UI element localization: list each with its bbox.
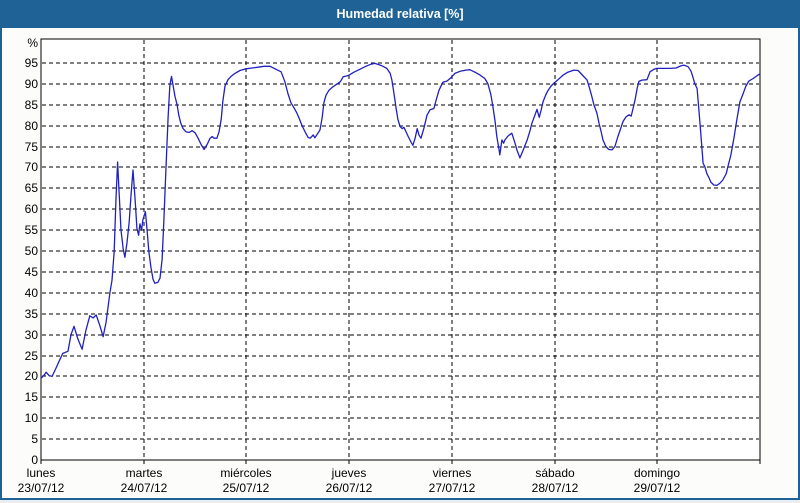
y-tick-label: 0 — [31, 453, 38, 467]
y-tick-labels: % 0 5 10 15 20 25 30 35 40 45 50 55 60 65 70 75 80 85 90 95 — [25, 36, 39, 467]
day-date-label: 28/07/12 — [532, 481, 579, 495]
y-tick-label: 75 — [25, 140, 39, 154]
gridlines — [42, 40, 759, 459]
y-tick-label: 65 — [25, 181, 39, 195]
y-tick-label: 15 — [25, 390, 39, 404]
y-tick-label: 20 — [25, 369, 39, 383]
y-tick-label: 25 — [25, 349, 39, 363]
series-line-humidity — [40, 62, 760, 380]
y-tick-label: 30 — [25, 328, 39, 342]
day-name-label: domingo — [634, 466, 680, 480]
day-name-label: sábado — [535, 466, 575, 480]
y-tick-label: 50 — [25, 244, 39, 258]
day-date-label: 23/07/12 — [18, 481, 65, 495]
y-tick-label: 70 — [25, 160, 39, 174]
y-tick-label: 10 — [25, 411, 39, 425]
day-date-label: 27/07/12 — [429, 481, 476, 495]
day-name-label: martes — [126, 466, 163, 480]
y-tick-label: 95 — [25, 56, 39, 70]
day-name-label: viernes — [433, 466, 472, 480]
day-name-label: jueves — [331, 466, 367, 480]
x-ticks — [40, 460, 761, 464]
chart-area: % 0 5 10 15 20 25 30 35 40 45 50 55 60 65 70 75 80 85 90 95 l… — [2, 28, 798, 498]
y-tick-label: 85 — [25, 98, 39, 112]
day-date-label: 25/07/12 — [223, 481, 270, 495]
y-tick-label: 45 — [25, 265, 39, 279]
day-date-label: 29/07/12 — [634, 481, 681, 495]
y-axis-unit-label: % — [27, 36, 38, 50]
y-tick-label: 5 — [31, 432, 38, 446]
day-date-label: 26/07/12 — [326, 481, 373, 495]
title-bar: Humedad relativa [%] — [0, 0, 800, 28]
y-tick-label: 60 — [25, 202, 39, 216]
y-tick-label: 40 — [25, 286, 39, 300]
y-tick-label: 80 — [25, 119, 39, 133]
day-name-label: miércoles — [220, 466, 271, 480]
day-date-label: 24/07/12 — [121, 481, 168, 495]
chart-title: Humedad relativa [%] — [336, 7, 464, 21]
day-name-label: lunes — [27, 466, 56, 480]
y-tick-label: 35 — [25, 307, 39, 321]
plot-frame — [40, 38, 761, 461]
humidity-line-chart: % 0 5 10 15 20 25 30 35 40 45 50 55 60 65 70 75 80 85 90 95 l… — [18, 36, 761, 495]
y-tick-label: 55 — [25, 223, 39, 237]
y-tick-label: 90 — [25, 77, 39, 91]
